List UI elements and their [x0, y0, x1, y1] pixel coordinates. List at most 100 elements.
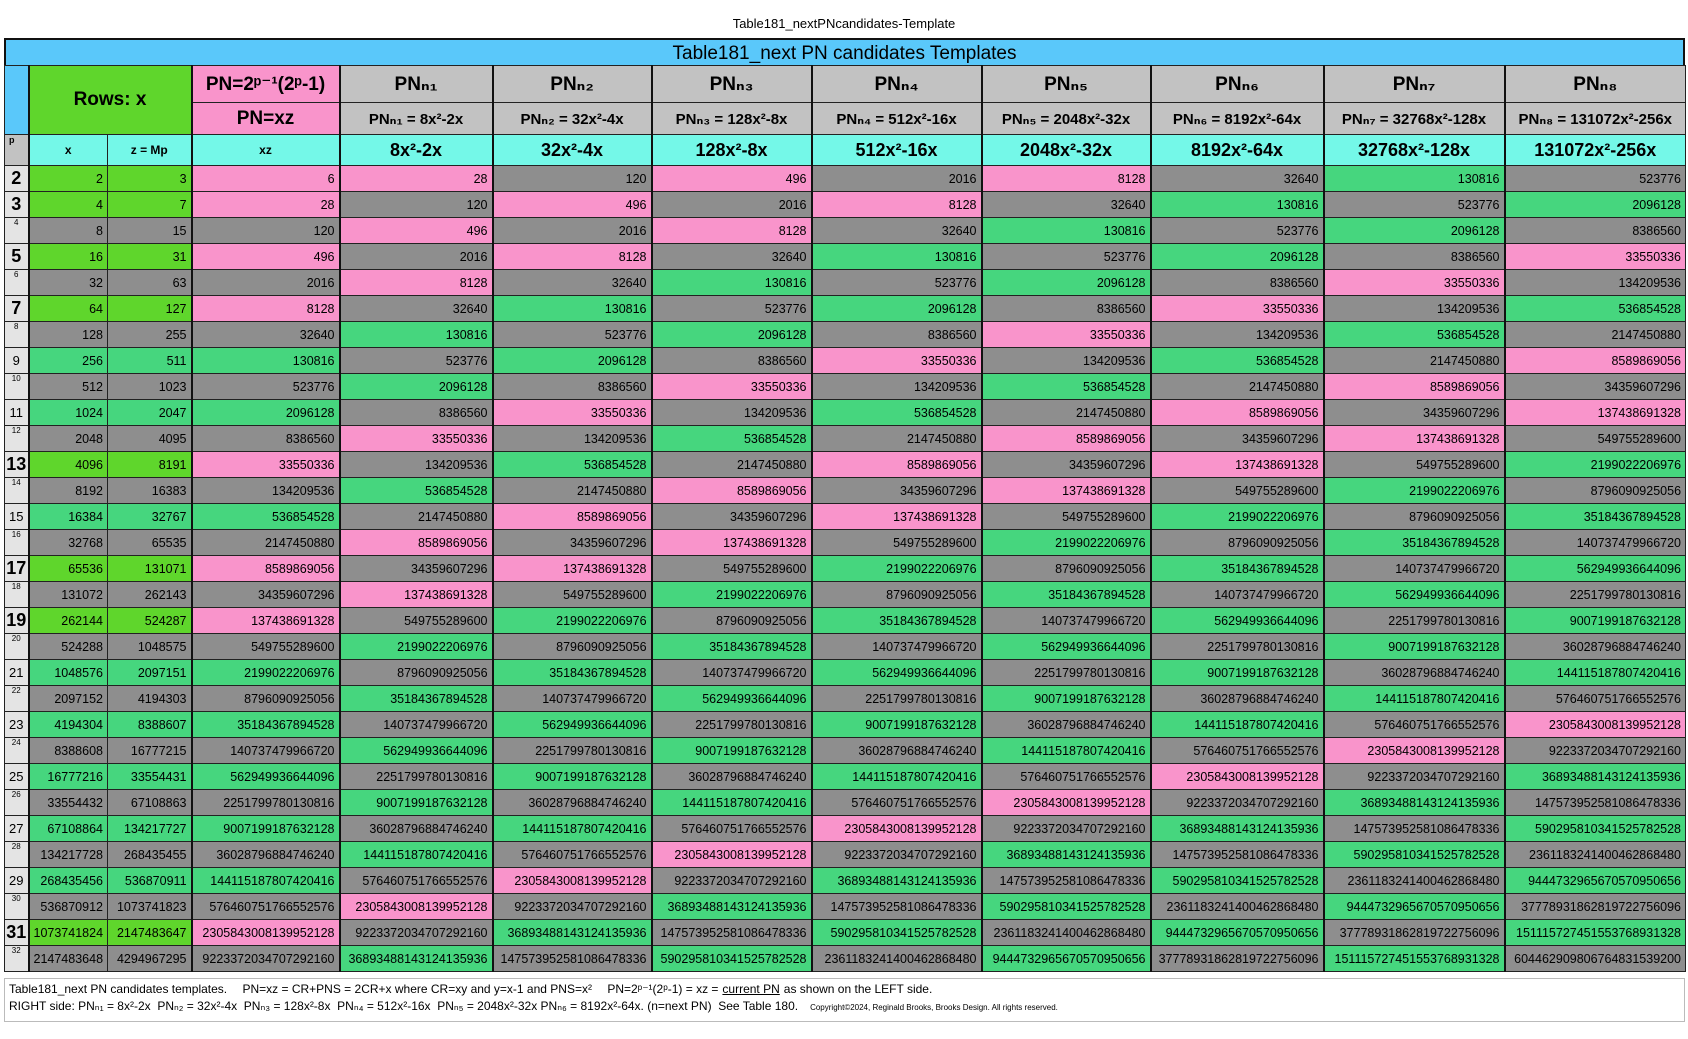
table-cell: 8589869056	[1149, 399, 1325, 426]
table-cell: 2199022206976	[1322, 477, 1506, 504]
table-cell: 144115187807420416	[491, 815, 653, 842]
table-cell: 134209536	[650, 399, 813, 426]
table-cell: 2199022206976	[810, 555, 983, 582]
table-cell: 144115187807420416	[338, 841, 494, 868]
table-cell: 32640	[190, 321, 341, 348]
column-formula: PNₙ₅ = 2048x²-32x	[980, 102, 1152, 135]
table-cell: 130816	[1149, 191, 1325, 218]
table-cell: 8796090925056	[980, 555, 1152, 582]
table-cell: 2147450880	[491, 477, 653, 504]
table-cell: 34359607296	[980, 451, 1152, 478]
table-cell: 2251799780130816	[1149, 633, 1325, 660]
row-header: 23	[4, 711, 29, 738]
table-cell: 536854528	[190, 503, 341, 530]
table-cell: 549755289600	[980, 503, 1152, 530]
table-cell: 8589869056	[491, 503, 653, 530]
table-cell: 8796090925056	[491, 633, 653, 660]
table-cell: 34359607296	[650, 503, 813, 530]
table-cell: 3	[106, 165, 193, 192]
column-expr: 131072x²-256x	[1503, 134, 1687, 166]
table-cell: 496	[491, 191, 653, 218]
table-cell: 2361183241400462868480	[980, 919, 1152, 946]
column-expr: 512x²-16x	[810, 134, 983, 166]
table-cell: 147573952581086478336	[810, 893, 983, 920]
table-cell: 32640	[650, 243, 813, 270]
table-cell: 523776	[980, 243, 1152, 270]
table-row: 19 262144 524287 137438691328 549755289600 21…	[4, 607, 1687, 634]
table-cell: 536854528	[810, 399, 983, 426]
table-cell: 590295810341525782528	[1149, 867, 1325, 894]
table-cell: 2251799780130816	[1322, 607, 1506, 634]
table-cell: 15	[106, 217, 193, 244]
table-cell: 16777215	[106, 737, 193, 764]
table-cell: 32640	[1149, 165, 1325, 192]
table-cell: 35184367894528	[1322, 529, 1506, 556]
table-cell: 2199022206976	[338, 633, 494, 660]
table-cell: 523776	[1503, 165, 1687, 192]
table-cell: 549755289600	[650, 555, 813, 582]
table-row: 11 1024 2047 2096128 8386560 33550336 13420953…	[4, 399, 1687, 426]
table-cell: 34359607296	[338, 555, 494, 582]
table-cell: 8589869056	[650, 477, 813, 504]
row-header: 2	[4, 165, 29, 192]
table-cell: 36893488143124135936	[1149, 815, 1325, 842]
table-cell: 562949936644096	[190, 763, 341, 790]
table-cell: 511	[106, 347, 193, 374]
table-cell: 590295810341525782528	[1503, 815, 1687, 842]
table-cell: 9223372034707292160	[1149, 789, 1325, 816]
table-cell: 2147450880	[980, 399, 1152, 426]
table-cell: 137438691328	[338, 581, 494, 608]
table-cell: 36028796884746240	[810, 737, 983, 764]
column-name: PNₙ₄	[810, 65, 983, 103]
column-name: PNₙ₈	[1503, 65, 1687, 103]
row-header: 31	[4, 919, 29, 946]
table-cell: 144115187807420416	[980, 737, 1152, 764]
table-cell: 32768	[27, 529, 108, 556]
column-expr: 128x²-8x	[650, 134, 813, 166]
table-row: 4 8 15 120 496 2016 8128 32640 130816 523776 20961…	[4, 217, 1687, 244]
table-cell: 137438691328	[1503, 399, 1687, 426]
table: Rows: x PN=2ᵖ⁻¹(2ᵖ-1) PNₙ₁ PNₙ₂ PNₙ₃ PNₙ₄ PNₙ₅…	[4, 65, 1687, 972]
table-cell: 523776	[338, 347, 494, 374]
row-header: 4	[4, 217, 29, 244]
table-cell: 8386560	[650, 347, 813, 374]
table-cell: 8589869056	[810, 451, 983, 478]
table-cell: 6	[190, 165, 341, 192]
table-cell: 130816	[980, 217, 1152, 244]
table-cell: 576460751766552576	[491, 841, 653, 868]
footer-text: PN=xz = CR+PNS = 2CR+x where CR=xy and y…	[242, 982, 592, 996]
table-cell: 130816	[491, 295, 653, 322]
table-row: 10 512 1023 523776 2096128 8386560 33550336 134…	[4, 373, 1687, 400]
table-cell: 9007199187632128	[491, 763, 653, 790]
table-cell: 2251799780130816	[650, 711, 813, 738]
table-cell: 137438691328	[810, 503, 983, 530]
table-cell: 34359607296	[1149, 425, 1325, 452]
table-cell: 2016	[338, 243, 494, 270]
table-cell: 147573952581086478336	[1503, 789, 1687, 816]
table-cell: 8128	[650, 217, 813, 244]
table-cell: 137438691328	[1149, 451, 1325, 478]
table-cell: 2199022206976	[190, 659, 341, 686]
table-cell: 8796090925056	[190, 685, 341, 712]
table-cell: 67108863	[106, 789, 193, 816]
table-cell: 2305843008139952128	[491, 867, 653, 894]
table-cell: 8589869056	[1322, 373, 1506, 400]
table-cell: 137438691328	[650, 529, 813, 556]
table-cell: 262144	[27, 607, 108, 634]
table-cell: 36028796884746240	[491, 789, 653, 816]
table-cell: 562949936644096	[1322, 581, 1506, 608]
table-cell: 120	[491, 165, 653, 192]
table-cell: 1048576	[27, 659, 108, 686]
table-cell: 147573952581086478336	[980, 867, 1152, 894]
table-row: 5 16 31 496 2016 8128 32640 130816 523776 2096128…	[4, 243, 1687, 270]
copyright: Copyright©2024, Reginald Brooks, Brooks …	[810, 1003, 1058, 1012]
table-cell: 549755289600	[190, 633, 341, 660]
table-cell: 1048575	[106, 633, 193, 660]
table-cell: 8128	[980, 165, 1152, 192]
table-row: 25 16777216 33554431 562949936644096 2251799…	[4, 763, 1687, 790]
table-cell: 144115187807420416	[190, 867, 341, 894]
table-cell: 65536	[27, 555, 108, 582]
table-cell: 120	[190, 217, 341, 244]
table-row: 9 256 511 130816 523776 2096128 8386560 3355033…	[4, 347, 1687, 374]
